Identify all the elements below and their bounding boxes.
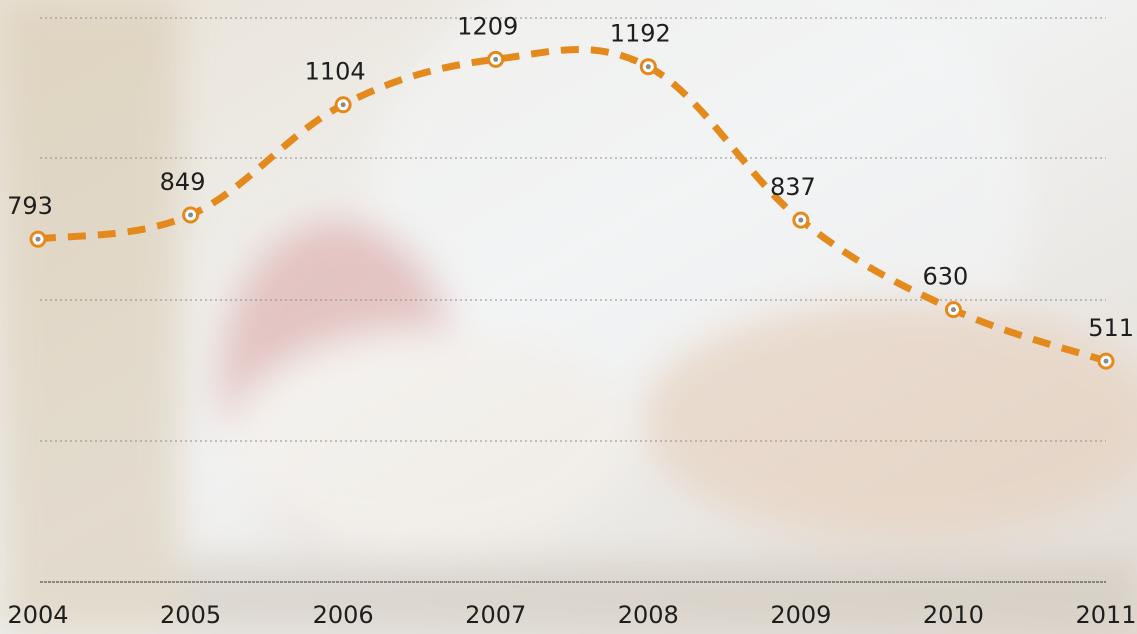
data-point-center <box>798 218 803 223</box>
data-point-center <box>188 212 193 217</box>
data-label: 837 <box>770 173 816 201</box>
data-label: 1209 <box>457 12 518 40</box>
x-tick-label: 2007 <box>465 601 526 629</box>
page: {"chart_data": {"type": "line", "categor… <box>0 0 1137 634</box>
data-label: 849 <box>160 168 206 196</box>
x-tick-label: 2008 <box>618 601 679 629</box>
data-point-center <box>36 237 41 242</box>
chart: 2004 2005 2006 2007 2008 2009 2010 2011 793 849 11… <box>0 0 1137 634</box>
data-label: 793 <box>7 192 53 220</box>
data-point-center <box>341 102 346 107</box>
x-tick-label: 2005 <box>160 601 221 629</box>
x-tick-label: 2009 <box>770 601 831 629</box>
data-point-center <box>951 307 956 312</box>
data-point-center <box>493 57 498 62</box>
data-point-center <box>1104 359 1109 364</box>
x-tick-label: 2004 <box>7 601 68 629</box>
data-point-center <box>646 64 651 69</box>
x-tick-label: 2010 <box>923 601 984 629</box>
data-label: 1192 <box>610 20 671 48</box>
x-tick-label: 2006 <box>313 601 374 629</box>
background-photo <box>0 0 1137 634</box>
data-label: 1104 <box>305 58 366 86</box>
data-label: 511 <box>1088 314 1134 342</box>
x-tick-label: 2011 <box>1075 601 1136 629</box>
data-label: 630 <box>923 263 969 291</box>
